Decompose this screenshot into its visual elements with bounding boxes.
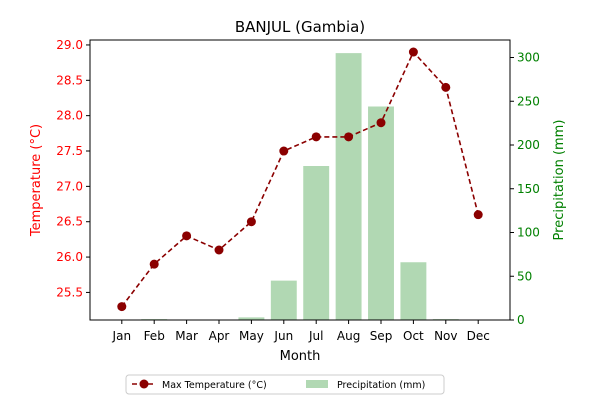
- right-axis-label: Precipitation (mm): [552, 120, 567, 241]
- precipitation-bar: [368, 106, 394, 320]
- temperature-point: [149, 259, 159, 269]
- right-tick-label: 300: [517, 51, 540, 65]
- left-y-axis: 25.5 26.0 26.5 27.0 27.5 28.0 28.5 29.0: [56, 38, 90, 299]
- x-tick-label: Jan: [112, 329, 132, 343]
- temperature-point: [214, 245, 224, 255]
- plot-area-frame: [89, 39, 511, 321]
- x-tick-label: Mar: [175, 329, 198, 343]
- legend: Max Temperature (°C) Precipitation (mm): [125, 374, 445, 395]
- right-tick-label: 50: [517, 269, 532, 283]
- left-tick-label: 27.0: [56, 179, 83, 193]
- precipitation-bar: [238, 317, 265, 320]
- right-tick-label: 150: [517, 182, 540, 196]
- right-tick-label: 100: [517, 226, 540, 240]
- temperature-point: [117, 302, 127, 312]
- x-tick-label: Sep: [370, 329, 393, 343]
- left-tick-label: 26.5: [56, 215, 83, 229]
- precipitation-bars: [141, 53, 459, 320]
- x-tick-label: Jul: [308, 329, 323, 343]
- precipitation-bar: [400, 262, 427, 320]
- right-y-axis: 0 50 100 150 200 250 300: [510, 51, 540, 327]
- temperature-points: [117, 47, 483, 312]
- x-tick-label: May: [239, 329, 264, 343]
- x-tick-label: Aug: [337, 329, 360, 343]
- x-tick-label: Jun: [273, 329, 293, 343]
- temperature-line: [121, 50, 479, 308]
- legend-label-precipitation: Precipitation (mm): [337, 380, 425, 391]
- legend-bar-swatch: [306, 380, 328, 388]
- x-tick-label: Oct: [403, 329, 424, 343]
- x-tick-label: Nov: [434, 329, 457, 343]
- right-tick-label: 250: [517, 94, 540, 108]
- x-tick-label: Apr: [209, 329, 230, 343]
- temperature-point: [344, 132, 354, 142]
- left-axis-label: Temperature (°C): [29, 124, 44, 237]
- legend-label-temperature: Max Temperature (°C): [162, 380, 267, 391]
- temperature-point: [182, 231, 192, 241]
- x-tick-label: Dec: [467, 329, 490, 343]
- temperature-point: [408, 47, 418, 57]
- temperature-point: [473, 210, 483, 220]
- chart-title: BANJUL (Gambia): [235, 18, 365, 36]
- x-tick-label: Feb: [144, 329, 165, 343]
- right-tick-label: 0: [517, 313, 525, 327]
- temperature-point: [246, 217, 256, 227]
- precipitation-bar: [335, 53, 362, 320]
- legend-frame: [125, 374, 445, 395]
- right-tick-label: 200: [517, 138, 540, 152]
- left-tick-label: 29.0: [56, 38, 83, 52]
- x-axis-label: Month: [280, 349, 321, 364]
- precipitation-bar: [303, 166, 330, 320]
- temperature-point: [376, 118, 386, 128]
- temperature-point: [279, 146, 289, 156]
- temperature-point: [441, 82, 451, 92]
- left-tick-label: 27.5: [56, 144, 83, 158]
- temperature-point: [311, 132, 321, 142]
- precipitation-bar: [270, 280, 297, 320]
- x-axis: Jan Feb Mar Apr May Jun Jul Aug Sep Oct Nov Dec: [112, 320, 490, 343]
- left-tick-label: 28.5: [56, 73, 83, 87]
- left-tick-label: 25.5: [56, 285, 83, 299]
- legend-line-marker: [139, 379, 149, 389]
- left-tick-label: 26.0: [56, 250, 83, 264]
- left-tick-label: 28.0: [56, 109, 83, 123]
